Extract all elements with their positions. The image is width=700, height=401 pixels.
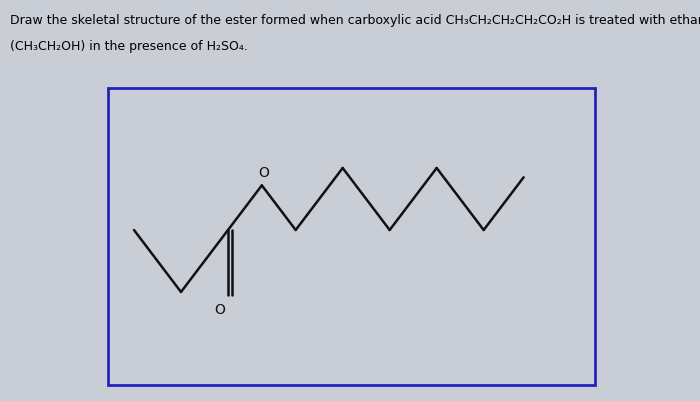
Text: O: O [258, 166, 270, 180]
Text: O: O [215, 303, 225, 317]
Text: (CH₃CH₂OH) in the presence of H₂SO₄.: (CH₃CH₂OH) in the presence of H₂SO₄. [10, 40, 248, 53]
Text: Draw the skeletal structure of the ester formed when carboxylic acid CH₃CH₂CH₂CH: Draw the skeletal structure of the ester… [10, 14, 700, 27]
Bar [108, 88, 595, 385]
